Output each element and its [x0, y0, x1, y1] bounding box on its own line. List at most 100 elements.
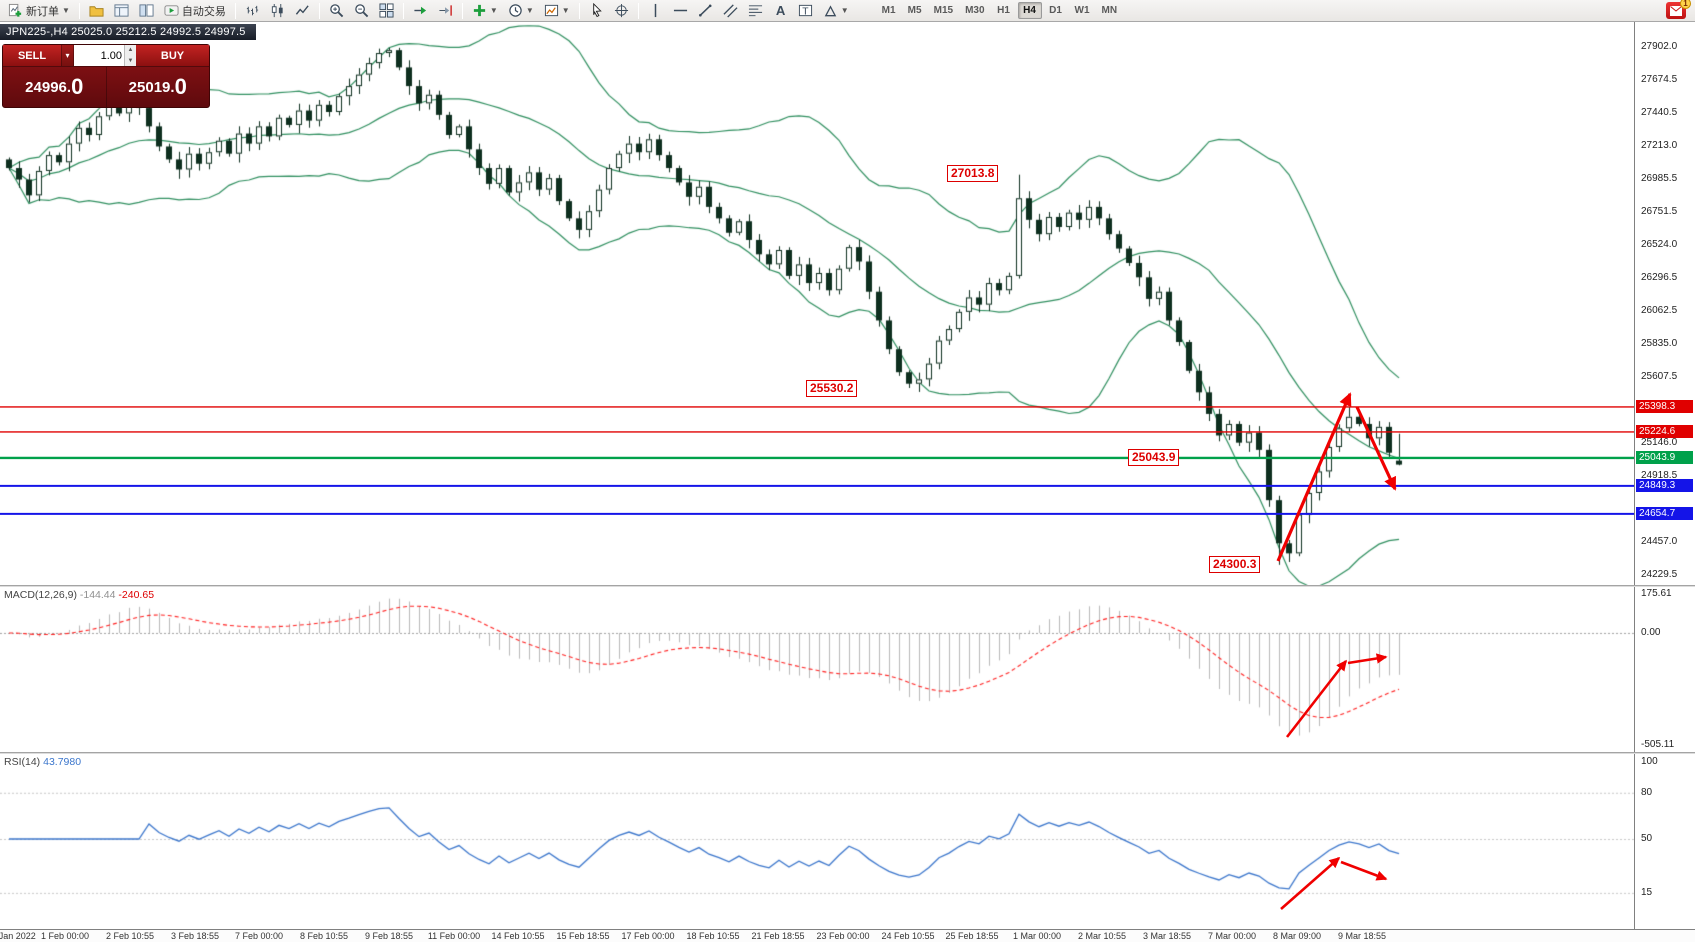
macd-scale-label: 0.00 — [1641, 626, 1661, 638]
templates-icon[interactable]: ▼ — [539, 1, 575, 20]
bar-chart-icon — [245, 3, 260, 18]
price-level-tag: 25224.6 — [1636, 424, 1693, 438]
buy-button[interactable]: BUY — [136, 45, 209, 66]
periods-icon[interactable]: ▼ — [503, 1, 539, 20]
price-level-tag: 25398.3 — [1636, 399, 1693, 413]
volume-input[interactable] — [74, 45, 124, 66]
timeframe-M5[interactable]: M5 — [907, 5, 922, 16]
time-tick-label: 3 Feb 18:55 — [170, 931, 220, 941]
price-callout-label: 24300.3 — [1209, 556, 1261, 573]
buy-price[interactable]: 25019. 0 — [128, 74, 187, 99]
new-order-icon — [8, 3, 23, 18]
text-icon[interactable]: A — [768, 1, 793, 20]
add-indicator-icon — [472, 3, 487, 18]
price-tick-label: 26296.5 — [1641, 271, 1678, 283]
timeframe-H1[interactable]: H1 — [997, 5, 1010, 16]
periods-icon — [508, 3, 523, 18]
market-watch-icon — [114, 3, 129, 18]
timeframe-group: M1 M5 M15 M30 H1 H4 D1 W1 MN — [876, 2, 1123, 19]
zoom-in-icon[interactable] — [324, 1, 349, 20]
templates-icon — [544, 3, 559, 18]
volume-field: ▲ ▼ — [74, 45, 136, 66]
rsi-indicator-label: RSI(14) 43.7980 — [4, 756, 81, 768]
price-tick-label: 24918.5 — [1641, 469, 1678, 481]
toolbar-separator — [234, 2, 236, 19]
candlestick-icon[interactable] — [265, 1, 290, 20]
new-order-button[interactable]: 新订单 ▼ — [3, 1, 75, 20]
sell-button[interactable]: SELL — [3, 45, 61, 66]
channel-icon[interactable] — [718, 1, 743, 20]
timeframe-MN[interactable]: MN — [1101, 5, 1118, 16]
price-level-tag: 25043.9 — [1636, 450, 1693, 464]
zoom-out-icon[interactable] — [349, 1, 374, 20]
shapes-icon[interactable]: ▼ — [818, 1, 854, 20]
volume-up-icon[interactable]: ▲ — [125, 45, 136, 56]
news-notification-icon[interactable]: 1 — [1666, 0, 1691, 19]
toolbar-button-label: 自动交易 — [181, 5, 226, 18]
timeframe-M15[interactable]: M15 — [933, 5, 954, 16]
trade-options-caret-icon[interactable]: ▾ — [61, 45, 74, 66]
profiles-icon[interactable] — [84, 1, 109, 20]
time-tick-label: 8 Mar 09:00 — [1272, 931, 1322, 941]
rsi-name: RSI(14) — [4, 756, 41, 768]
time-tick-label: 2 Mar 10:55 — [1077, 931, 1127, 941]
timeframe-D1[interactable]: D1 — [1049, 5, 1062, 16]
time-axis[interactable]: 31 Jan 2022 1 Feb 00:00 2 Feb 10:55 3 Feb 1… — [0, 929, 1695, 942]
toolbar-separator — [461, 2, 463, 19]
pane-splitter-macd[interactable] — [0, 585, 1695, 587]
main-toolbar: 新订单 ▼ 自动交易 ▼ ▼ ▼ A T ▼ M1 M5 M15 M30 H1 H4 D1 W1 MN 1 — [0, 0, 1695, 22]
crosshair-icon[interactable] — [609, 1, 634, 20]
autotrade-button[interactable]: 自动交易 — [159, 1, 231, 20]
navigator-icon[interactable] — [134, 1, 159, 20]
timeframe-H4[interactable]: H4 — [1017, 2, 1042, 19]
price-axis[interactable]: 27902.0 27674.5 27440.5 27213.0 26985.5 26751… — [1634, 22, 1695, 929]
volume-down-icon[interactable]: ▼ — [125, 55, 136, 66]
macd-name: MACD(12,26,9) — [4, 589, 77, 601]
dropdown-caret-icon[interactable]: ▼ — [561, 5, 570, 15]
time-tick-label: 11 Feb 00:00 — [427, 931, 481, 941]
one-click-trading-panel: SELL ▾ ▲ ▼ BUY 24996.0 25019.0 — [2, 44, 210, 108]
fibonacci-icon — [748, 3, 763, 18]
dropdown-caret-icon[interactable]: ▼ — [525, 5, 534, 15]
price-tick-label: 26985.5 — [1641, 172, 1678, 184]
price-callout-label: 27013.8 — [947, 165, 999, 182]
price-tick-label: 27902.0 — [1641, 41, 1678, 52]
add-indicator-icon[interactable]: ▼ — [467, 1, 503, 20]
dropdown-caret-icon[interactable]: ▼ — [62, 5, 70, 15]
toolbar-separator — [78, 2, 80, 19]
time-tick-label: 7 Mar 00:00 — [1207, 931, 1257, 941]
chart-title-bar: JPN225-,H4 25025.0 25212.5 24992.5 24997… — [0, 24, 256, 40]
timeframe-M1[interactable]: M1 — [881, 5, 896, 16]
dropdown-caret-icon[interactable]: ▼ — [840, 5, 849, 15]
toolbar-separator — [637, 2, 639, 19]
trendline-icon[interactable] — [693, 1, 718, 20]
market-watch-icon[interactable] — [109, 1, 134, 20]
chart-shift-icon[interactable] — [433, 1, 458, 20]
time-tick-label: 7 Feb 00:00 — [234, 931, 284, 941]
vertical-line-icon[interactable] — [643, 1, 668, 20]
pane-splitter-rsi[interactable] — [0, 752, 1695, 754]
text-label-icon[interactable]: T — [793, 1, 818, 20]
sell-price[interactable]: 24996. 0 — [3, 67, 107, 107]
bar-chart-icon[interactable] — [240, 1, 265, 20]
horizontal-line-icon — [673, 3, 688, 18]
timeframe-M30[interactable]: M30 — [965, 5, 985, 16]
rsi-scale-label: 80 — [1641, 786, 1653, 798]
auto-scroll-icon[interactable] — [408, 1, 433, 20]
time-tick-label: 14 Feb 10:55 — [491, 931, 545, 941]
horizontal-line-icon[interactable] — [668, 1, 693, 20]
fibonacci-icon[interactable] — [743, 1, 768, 20]
timeframe-W1[interactable]: W1 — [1074, 5, 1090, 16]
tile-windows-icon[interactable] — [374, 1, 399, 20]
macd-signal-value: -240.65 — [118, 589, 155, 601]
dropdown-caret-icon[interactable]: ▼ — [489, 5, 498, 15]
time-tick-label: 2 Feb 10:55 — [105, 931, 155, 941]
time-tick-label: 18 Feb 10:55 — [686, 931, 740, 941]
price-callout-label: 25043.9 — [1128, 449, 1180, 466]
line-chart-icon[interactable] — [290, 1, 315, 20]
price-tick-label: 24457.0 — [1641, 536, 1678, 548]
cursor-icon[interactable] — [584, 1, 609, 20]
rsi-scale-label: 50 — [1641, 833, 1653, 844]
rsi-scale-label: 100 — [1641, 756, 1658, 767]
